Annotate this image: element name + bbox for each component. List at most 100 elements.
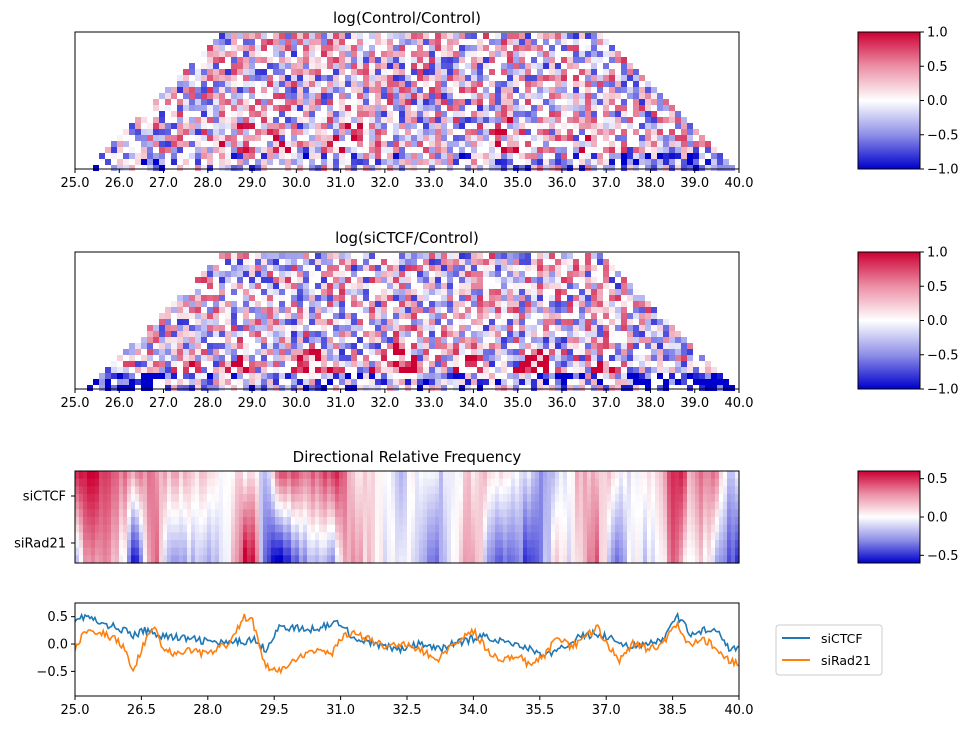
heat-cell — [423, 111, 429, 117]
drf-cell — [571, 501, 576, 510]
heat-cell — [615, 355, 621, 361]
drf-cell — [183, 524, 188, 533]
drf-cell — [363, 486, 368, 495]
heat-cell — [249, 367, 255, 373]
heat-cell — [459, 117, 465, 123]
drf-cell — [95, 547, 100, 556]
heat-cell — [345, 289, 351, 295]
heat-cell — [579, 123, 585, 129]
drf-cell — [87, 509, 92, 518]
heat-cell — [207, 283, 213, 289]
drf-cell — [287, 555, 292, 564]
heat-cell — [213, 93, 219, 99]
heat-cell — [429, 289, 435, 295]
heat-cell — [267, 283, 273, 289]
drf-cell — [299, 517, 304, 526]
heat-cell — [255, 271, 261, 277]
heat-cell — [291, 265, 297, 271]
heat-cell — [405, 349, 411, 355]
drf-cell — [435, 509, 440, 518]
drf-cell — [267, 471, 272, 480]
drf-cell — [551, 509, 556, 518]
heat-cell — [123, 141, 129, 147]
heat-cell — [645, 87, 651, 93]
heat-cell — [345, 45, 351, 51]
heat-cell — [489, 39, 495, 45]
heat-cell — [459, 325, 465, 331]
heat-cell — [489, 69, 495, 75]
heat-cell — [513, 105, 519, 111]
drf-cell — [535, 524, 540, 533]
heat-cell — [387, 81, 393, 87]
heat-cell — [627, 283, 633, 289]
drf-cell — [203, 478, 208, 487]
drf-cell — [143, 478, 148, 487]
drf-cell — [487, 471, 492, 480]
heat-cell — [519, 123, 525, 129]
heat-cell — [513, 129, 519, 135]
heat-cell — [351, 265, 357, 271]
heat-cell — [675, 141, 681, 147]
drf-cell — [227, 471, 232, 480]
drf-cell — [527, 524, 532, 533]
heat-cell — [387, 379, 393, 385]
heat-cell — [597, 379, 603, 385]
heat-cell — [165, 343, 171, 349]
drf-cell — [107, 501, 112, 510]
heat-cell — [267, 301, 273, 307]
drf-cell — [439, 524, 444, 533]
drf-cell — [587, 501, 592, 510]
drf-cell — [567, 478, 572, 487]
heat-cell — [447, 343, 453, 349]
heat-cell — [585, 265, 591, 271]
heat-cell — [501, 105, 507, 111]
heat-cell — [609, 45, 615, 51]
heat-cell — [423, 337, 429, 343]
drf-cell — [303, 494, 308, 503]
heat-cell — [423, 373, 429, 379]
drf-cell — [247, 555, 252, 564]
heat-cell — [369, 99, 375, 105]
cbar1-tick-label: −1.0 — [927, 163, 959, 178]
heat-cell — [339, 289, 345, 295]
heat-cell — [555, 259, 561, 265]
heat-cell — [663, 141, 669, 147]
drf-cell — [407, 471, 412, 480]
drf-cell — [195, 509, 200, 518]
drf-cell — [267, 494, 272, 503]
heat-cell — [645, 111, 651, 117]
heat-cell — [531, 307, 537, 313]
heat-cell — [579, 355, 585, 361]
heat-cell — [441, 123, 447, 129]
heat-cell — [393, 147, 399, 153]
heat-cell — [525, 307, 531, 313]
heat-cell — [411, 295, 417, 301]
drf-cell — [515, 478, 520, 487]
heat-cell — [231, 87, 237, 93]
drf-cell — [179, 524, 184, 533]
heat-cell — [147, 379, 153, 385]
heat-cell — [219, 379, 225, 385]
drf-cell — [375, 524, 380, 533]
drf-cell — [295, 486, 300, 495]
heat-cell — [525, 325, 531, 331]
drf-cell — [335, 494, 340, 503]
drf-cell — [159, 547, 164, 556]
heat-cell — [231, 331, 237, 337]
heat-cell — [363, 331, 369, 337]
drf-cell — [515, 471, 520, 480]
drf-cell — [131, 532, 136, 541]
heat-cell — [609, 331, 615, 337]
heat-cell — [447, 87, 453, 93]
heat-cell — [327, 379, 333, 385]
heat-cell — [405, 87, 411, 93]
heat-cell — [531, 361, 537, 367]
heat-cell — [639, 153, 645, 159]
heat-cell — [363, 259, 369, 265]
drf-cell — [443, 517, 448, 526]
drf-cell — [371, 547, 376, 556]
heat-cell — [279, 307, 285, 313]
heat-cell — [447, 367, 453, 373]
heat-cell — [645, 325, 651, 331]
panel1-xtick-label: 37.0 — [592, 176, 621, 191]
